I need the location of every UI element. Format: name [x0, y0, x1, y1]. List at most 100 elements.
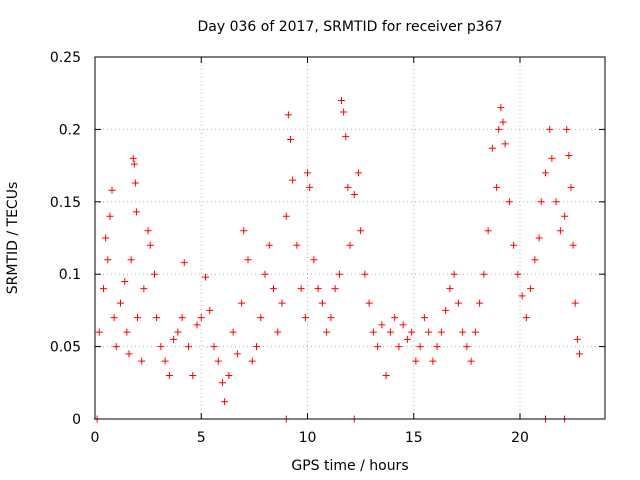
- data-point: [357, 227, 365, 235]
- data-point: [151, 270, 158, 278]
- tick-labels: 0 0.05 0.1 0.15 0.2 0.25 0 5 10 15 20: [50, 50, 529, 446]
- data-point: [161, 357, 169, 365]
- data-point: [476, 299, 484, 307]
- data-point: [248, 357, 256, 365]
- axis-ticks: [94, 56, 605, 420]
- data-point: [138, 357, 146, 365]
- data-point: [225, 372, 233, 380]
- data-point: [323, 328, 331, 336]
- data-point: [146, 241, 154, 249]
- data-point: [132, 208, 140, 216]
- data-point: [361, 270, 369, 278]
- data-point: [403, 335, 411, 343]
- data-point: [284, 111, 292, 119]
- data-point: [157, 343, 165, 351]
- data-point: [450, 270, 458, 278]
- data-point: [505, 198, 513, 206]
- y-tick-label: 0.2: [59, 122, 81, 138]
- data-point: [233, 350, 241, 358]
- data-point: [144, 227, 152, 235]
- data-point: [412, 357, 420, 365]
- data-point: [95, 328, 103, 336]
- data-point: [510, 241, 518, 249]
- data-point: [253, 343, 260, 351]
- data-point: [265, 241, 273, 249]
- data-point: [391, 314, 399, 322]
- data-point: [206, 306, 214, 314]
- data-point: [189, 372, 197, 380]
- x-tick-label: 5: [197, 430, 206, 446]
- data-point: [104, 256, 112, 264]
- data-point: [314, 285, 322, 293]
- data-point: [501, 140, 509, 148]
- data-point: [499, 118, 507, 126]
- chart-title: Day 036 of 2017, SRMTID for receiver p36…: [197, 19, 502, 35]
- data-point: [480, 270, 488, 278]
- data-point: [374, 343, 382, 351]
- data-point: [123, 328, 131, 336]
- x-tick-label: 20: [511, 430, 529, 446]
- data-point: [365, 299, 373, 307]
- data-point: [125, 350, 133, 358]
- data-point: [484, 227, 492, 235]
- data-point: [210, 343, 218, 351]
- data-point: [306, 183, 314, 191]
- data-point: [108, 186, 116, 194]
- data-point: [229, 328, 237, 336]
- data-point: [552, 198, 560, 206]
- data-point: [518, 292, 526, 300]
- data-point: [112, 343, 120, 351]
- data-point: [537, 198, 545, 206]
- data-point: [178, 314, 186, 322]
- data-point: [576, 350, 583, 358]
- data-point: [459, 328, 467, 336]
- y-axis-label: SRMTID / TECUs: [5, 182, 21, 295]
- data-point: [102, 234, 110, 242]
- data-point: [531, 256, 539, 264]
- data-point: [335, 270, 343, 278]
- y-tick-label: 0.25: [50, 50, 81, 66]
- data-point: [257, 314, 265, 322]
- data-point: [408, 328, 416, 336]
- data-point: [274, 328, 282, 336]
- grid-lines: [95, 57, 605, 419]
- data-point: [165, 372, 173, 380]
- data-point: [331, 285, 339, 293]
- data-point: [310, 256, 318, 264]
- data-point: [338, 96, 345, 104]
- data-point: [399, 321, 407, 329]
- data-point: [573, 335, 581, 343]
- data-point: [420, 314, 428, 322]
- data-point: [297, 285, 305, 293]
- data-point: [121, 277, 129, 285]
- data-point: [270, 285, 277, 293]
- data-point: [355, 169, 362, 177]
- data-point: [304, 169, 311, 177]
- data-point: [244, 256, 252, 264]
- data-point: [548, 154, 556, 162]
- data-point: [467, 357, 475, 365]
- data-point: [514, 270, 522, 278]
- data-point: [289, 176, 297, 184]
- data-point: [493, 183, 501, 191]
- data-point: [433, 343, 441, 351]
- data-point: [318, 299, 326, 307]
- data-point: [221, 398, 229, 406]
- x-axis-label: GPS time / hours: [291, 458, 408, 474]
- data-point: [127, 256, 135, 264]
- data-point: [471, 328, 479, 336]
- data-point: [197, 314, 205, 322]
- data-point: [567, 183, 575, 191]
- data-point: [238, 299, 246, 307]
- data-point: [278, 299, 286, 307]
- data-point: [563, 125, 571, 133]
- data-point: [174, 328, 182, 336]
- data-point: [180, 259, 188, 267]
- data-point: [556, 227, 564, 235]
- data-point: [282, 212, 290, 220]
- data-point: [542, 169, 549, 177]
- data-point: [130, 160, 138, 168]
- data-point: [495, 125, 503, 133]
- data-point: [340, 108, 348, 116]
